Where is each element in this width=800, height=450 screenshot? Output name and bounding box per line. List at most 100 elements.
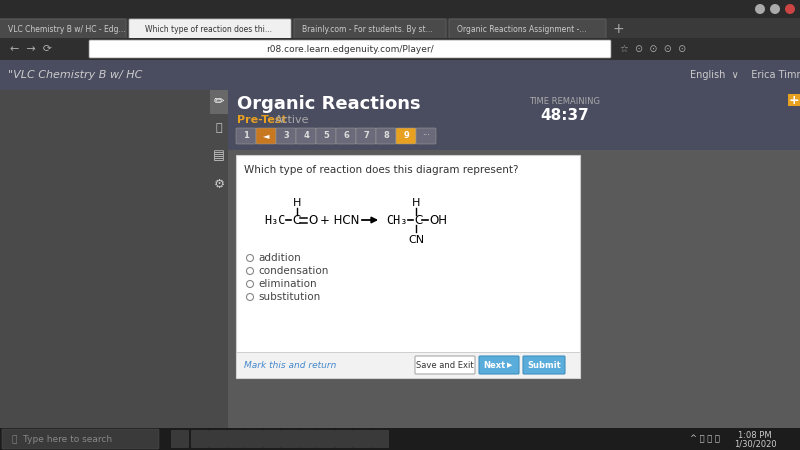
FancyBboxPatch shape	[415, 356, 475, 374]
FancyBboxPatch shape	[317, 430, 335, 448]
FancyBboxPatch shape	[396, 128, 416, 144]
Text: "VLC Chemistry B w/ HC: "VLC Chemistry B w/ HC	[8, 70, 142, 80]
FancyBboxPatch shape	[416, 128, 436, 144]
Text: C: C	[414, 213, 422, 226]
Text: H₃C: H₃C	[264, 213, 286, 226]
Text: r08.core.learn.edgenuity.com/Player/: r08.core.learn.edgenuity.com/Player/	[266, 45, 434, 54]
Text: TIME REMAINING: TIME REMAINING	[530, 98, 601, 107]
Text: 5: 5	[323, 131, 329, 140]
Text: Pre-Test: Pre-Test	[237, 115, 286, 125]
FancyBboxPatch shape	[263, 430, 281, 448]
FancyBboxPatch shape	[296, 128, 316, 144]
Text: ···: ···	[422, 131, 430, 140]
FancyBboxPatch shape	[0, 0, 800, 18]
FancyBboxPatch shape	[449, 19, 606, 39]
Text: 4: 4	[303, 131, 309, 140]
FancyBboxPatch shape	[0, 18, 800, 38]
Text: elimination: elimination	[258, 279, 317, 289]
FancyBboxPatch shape	[356, 128, 376, 144]
Circle shape	[246, 255, 254, 261]
FancyBboxPatch shape	[0, 90, 228, 428]
FancyBboxPatch shape	[0, 19, 126, 39]
Text: Mark this and return: Mark this and return	[244, 360, 336, 369]
FancyBboxPatch shape	[336, 128, 356, 144]
Text: Organic Reactions: Organic Reactions	[237, 95, 421, 113]
Text: OH: OH	[429, 213, 447, 226]
Text: 6: 6	[343, 131, 349, 140]
Text: 48:37: 48:37	[541, 108, 590, 122]
FancyBboxPatch shape	[788, 94, 800, 106]
Circle shape	[246, 293, 254, 301]
FancyBboxPatch shape	[299, 430, 317, 448]
FancyBboxPatch shape	[281, 430, 299, 448]
Text: CN: CN	[408, 235, 424, 245]
FancyBboxPatch shape	[236, 155, 580, 378]
Text: Which type of reaction does this diagram represent?: Which type of reaction does this diagram…	[244, 165, 518, 175]
FancyBboxPatch shape	[2, 429, 159, 449]
Text: 7: 7	[363, 131, 369, 140]
Text: H: H	[412, 198, 420, 208]
Text: English  ∨    Erica Timm: English ∨ Erica Timm	[690, 70, 800, 80]
Circle shape	[246, 280, 254, 288]
FancyBboxPatch shape	[376, 128, 396, 144]
FancyBboxPatch shape	[228, 150, 600, 408]
FancyBboxPatch shape	[191, 430, 209, 448]
FancyBboxPatch shape	[479, 356, 519, 374]
FancyBboxPatch shape	[171, 430, 189, 448]
Text: addition: addition	[258, 253, 301, 263]
Text: ^ 🔊 💬 🌐: ^ 🔊 💬 🌐	[690, 435, 720, 444]
FancyBboxPatch shape	[276, 128, 296, 144]
Circle shape	[770, 4, 780, 14]
FancyBboxPatch shape	[353, 430, 371, 448]
Text: Organic Reactions Assignment -...: Organic Reactions Assignment -...	[457, 24, 586, 33]
Text: CH₃: CH₃	[386, 213, 407, 226]
Text: 1:08 PM: 1:08 PM	[738, 432, 772, 441]
Text: Brainly.com - For students. By st...: Brainly.com - For students. By st...	[302, 24, 433, 33]
Circle shape	[785, 4, 795, 14]
Text: condensation: condensation	[258, 266, 328, 276]
FancyBboxPatch shape	[0, 428, 800, 450]
Text: Save and Exit: Save and Exit	[416, 360, 474, 369]
FancyBboxPatch shape	[210, 90, 228, 114]
Text: substitution: substitution	[258, 292, 320, 302]
Text: Submit: Submit	[527, 360, 561, 369]
Text: +: +	[612, 22, 624, 36]
FancyBboxPatch shape	[89, 40, 611, 58]
Text: O: O	[308, 213, 318, 226]
Text: Which type of reaction does thi...: Which type of reaction does thi...	[145, 24, 272, 33]
Text: H: H	[293, 198, 301, 208]
FancyBboxPatch shape	[294, 19, 446, 39]
FancyBboxPatch shape	[316, 128, 336, 144]
FancyBboxPatch shape	[0, 60, 800, 90]
FancyBboxPatch shape	[0, 38, 800, 60]
FancyBboxPatch shape	[236, 352, 580, 378]
Circle shape	[246, 267, 254, 274]
Text: ☆  ⊙  ⊙  ⊙  ⊙: ☆ ⊙ ⊙ ⊙ ⊙	[620, 44, 686, 54]
FancyBboxPatch shape	[209, 430, 227, 448]
Text: ←  →  ⟳: ← → ⟳	[10, 44, 52, 54]
FancyBboxPatch shape	[129, 19, 291, 39]
Text: 🔍  Type here to search: 🔍 Type here to search	[12, 435, 112, 444]
Text: ✏: ✏	[214, 95, 224, 108]
Text: ◄: ◄	[262, 131, 270, 140]
FancyBboxPatch shape	[227, 430, 245, 448]
Text: 1/30/2020: 1/30/2020	[734, 440, 776, 449]
FancyBboxPatch shape	[245, 430, 263, 448]
Text: 🎧: 🎧	[216, 123, 222, 133]
Text: Next: Next	[483, 360, 505, 369]
FancyBboxPatch shape	[236, 128, 256, 144]
Text: ⚙: ⚙	[214, 177, 225, 190]
Text: ▶: ▶	[507, 362, 513, 368]
Text: C: C	[292, 213, 300, 226]
Text: ▤: ▤	[213, 149, 225, 162]
Text: 1: 1	[243, 131, 249, 140]
Text: 8: 8	[383, 131, 389, 140]
FancyBboxPatch shape	[371, 430, 389, 448]
FancyBboxPatch shape	[228, 90, 800, 150]
Circle shape	[755, 4, 765, 14]
FancyBboxPatch shape	[523, 356, 565, 374]
FancyBboxPatch shape	[335, 430, 353, 448]
Text: + HCN: + HCN	[320, 213, 359, 226]
Text: Active: Active	[275, 115, 310, 125]
Text: 3: 3	[283, 131, 289, 140]
